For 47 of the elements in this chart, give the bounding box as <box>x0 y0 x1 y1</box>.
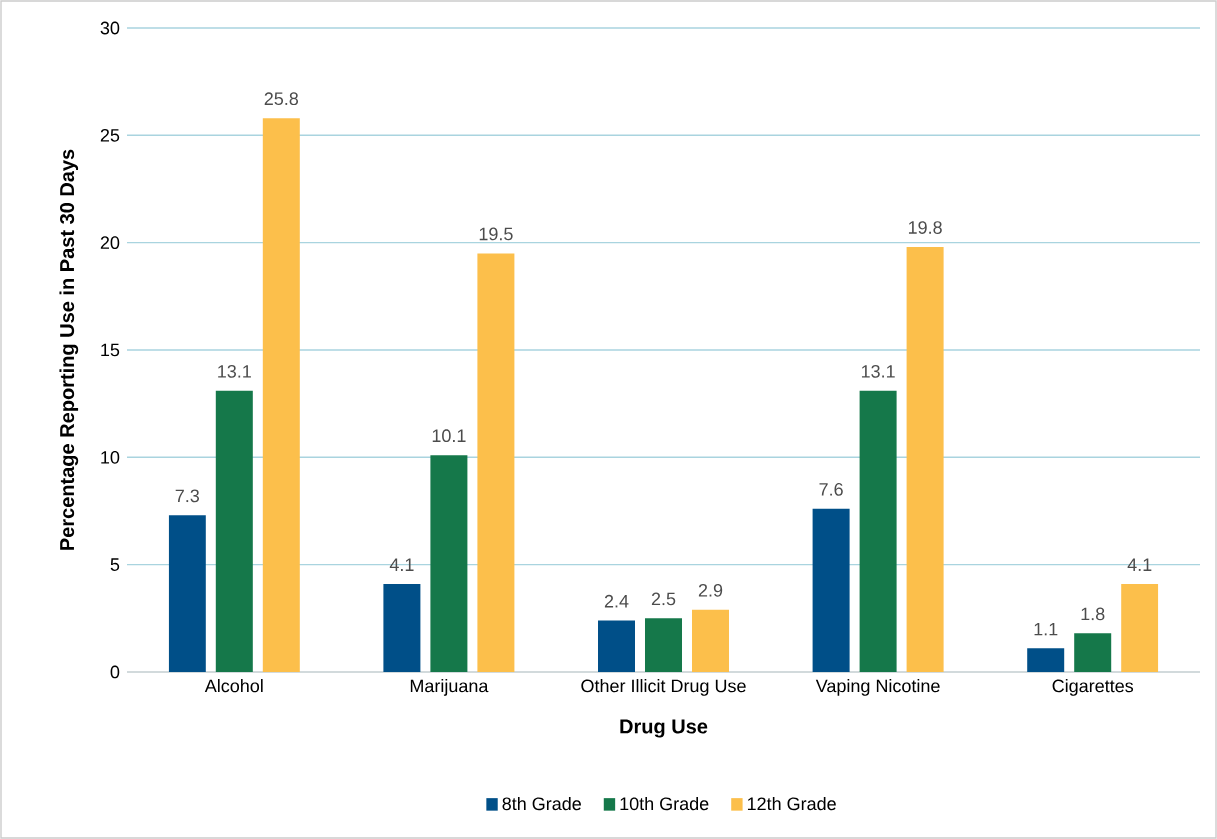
y-tick-label: 20 <box>100 236 120 250</box>
y-tick-label: 15 <box>101 343 120 357</box>
legend-label: 12th Grade <box>747 796 836 811</box>
bar <box>430 455 468 672</box>
x-tick-label: Alcohol <box>204 679 263 693</box>
bar <box>598 620 635 672</box>
bar <box>1074 633 1112 672</box>
x-tick-label: Vaping Nicotine <box>815 679 940 696</box>
data-label: 4.1 <box>1127 558 1152 571</box>
data-label: 25.8 <box>264 92 299 106</box>
bar <box>477 253 515 672</box>
bar <box>645 618 682 672</box>
data-label: 19.5 <box>479 227 513 241</box>
y-tick-label: 10 <box>101 450 120 464</box>
data-label: 4.1 <box>389 558 414 571</box>
data-label: 1.1 <box>1034 622 1058 636</box>
bar <box>215 390 253 672</box>
bar <box>383 583 421 672</box>
bar <box>692 609 729 672</box>
bar <box>859 390 897 672</box>
y-tick-label: 0 <box>110 665 120 679</box>
data-label: 13.1 <box>218 364 251 378</box>
legend-label: 8th Grade <box>502 796 581 811</box>
legend-label: 10th Grade <box>620 796 709 811</box>
data-label: 19.8 <box>908 221 942 234</box>
data-label: 2.9 <box>698 583 723 597</box>
y-axis-title: Percentage Reporting Use in Past 30 Days <box>59 149 79 550</box>
data-label: 10.1 <box>432 429 466 443</box>
data-label: 13.1 <box>861 364 895 378</box>
bar <box>1027 648 1065 672</box>
bar <box>262 118 300 672</box>
data-label: 1.8 <box>1081 607 1105 621</box>
data-label: 7.6 <box>819 483 843 496</box>
x-tick-label: Cigarettes <box>1052 679 1134 696</box>
y-tick-label: 5 <box>110 558 120 571</box>
bar <box>1121 583 1159 672</box>
data-label: 2.5 <box>651 592 676 606</box>
bar <box>812 508 850 672</box>
x-tick-label: Marijuana <box>410 679 489 696</box>
y-tick-label: 25 <box>100 128 120 142</box>
data-label: 7.3 <box>175 489 200 503</box>
bar <box>906 246 944 672</box>
x-axis-title: Drug Use <box>620 719 708 738</box>
bar <box>168 515 206 672</box>
x-tick-label: Other Illicit Drug Use <box>581 679 746 696</box>
y-tick-label: 30 <box>100 21 120 35</box>
data-label: 2.4 <box>604 594 629 608</box>
